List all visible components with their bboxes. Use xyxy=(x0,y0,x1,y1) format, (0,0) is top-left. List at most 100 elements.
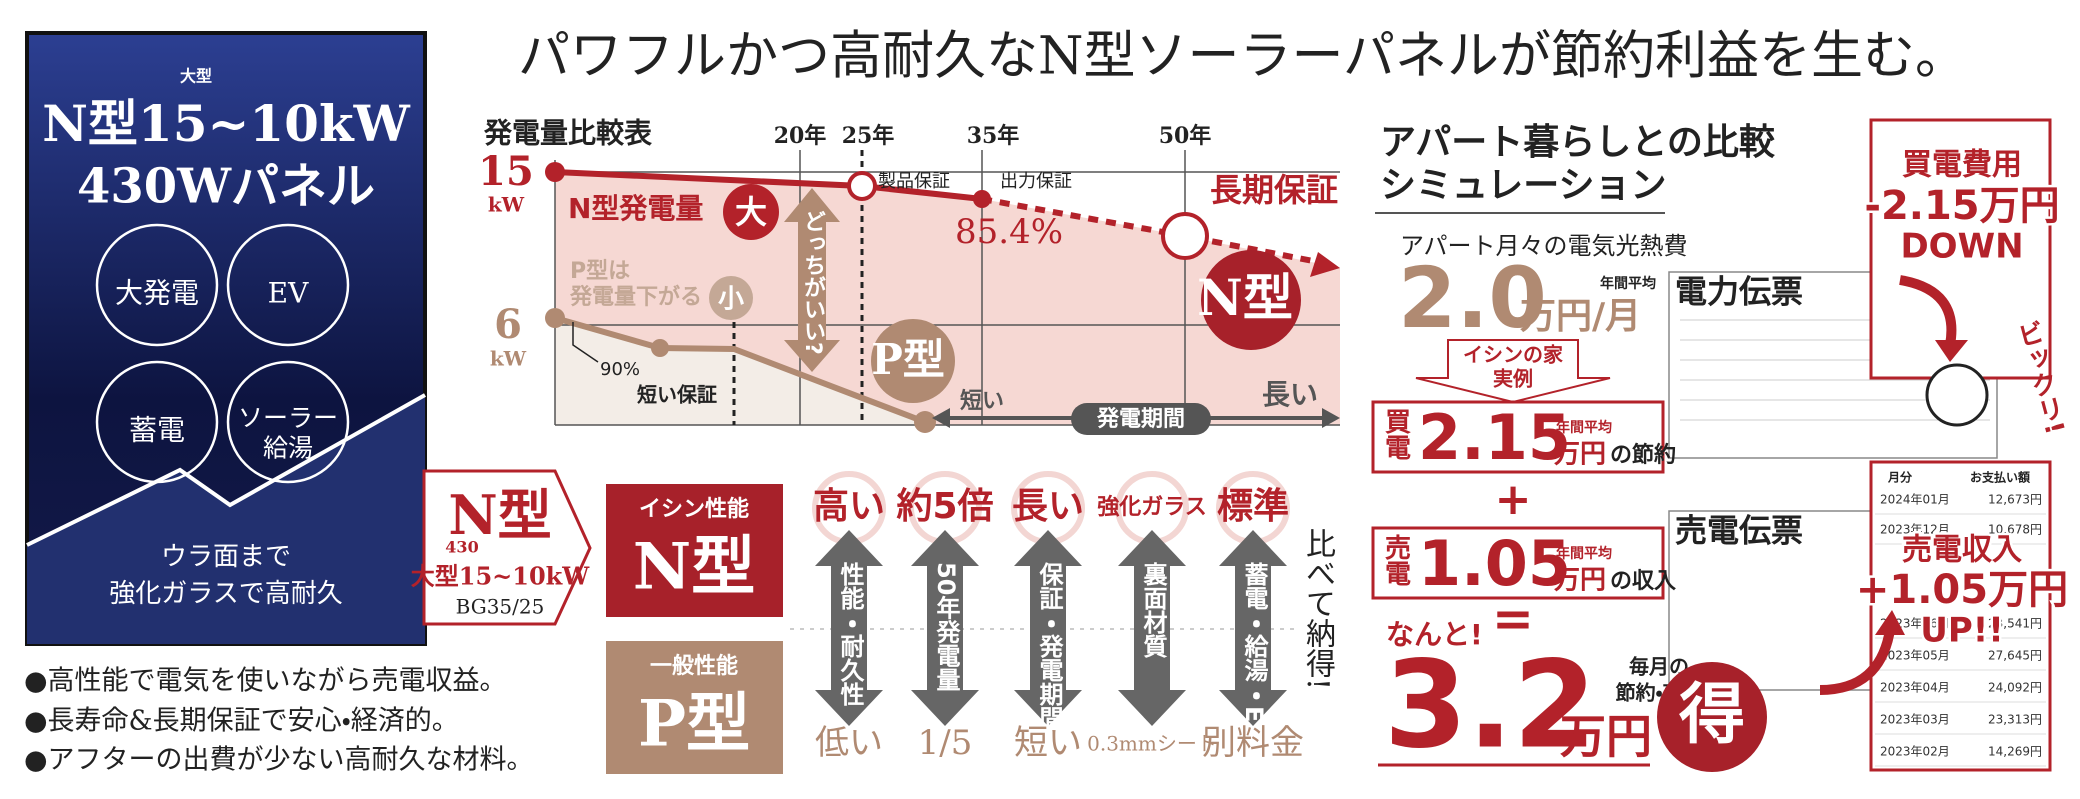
buy-box xyxy=(1371,400,1665,474)
p-badge: 小 xyxy=(718,285,744,315)
receipt-amount: 24,092円 xyxy=(1988,681,2042,695)
receipt-month: 2023年12月 xyxy=(1880,523,1950,537)
page-title: パワフルかつ高耐久なN型ソーラーパネルが節約利益を生む。 xyxy=(518,27,1967,87)
badge-type: N型 xyxy=(448,483,551,547)
sell-box xyxy=(1371,526,1665,600)
row-type: N型 xyxy=(633,530,756,605)
bullet: ●高性能で電気を使いながら売電収益。 xyxy=(24,666,507,697)
y-label: 15 xyxy=(478,148,534,195)
simulation: 電力伝票 買電費用 -2.15万円 DOWN ビックリ! 売電伝票 月分 お支払い… xyxy=(1371,118,2071,776)
annotation: 製品保証 xyxy=(878,171,950,192)
sell-income: UP!! xyxy=(1920,611,2004,651)
receipt-month: 2023年02月 xyxy=(1880,745,1950,759)
p-line xyxy=(554,315,927,425)
bullet: ●アフターの出費が少ない高耐久な材料。 xyxy=(24,745,534,776)
sim-title: アパート暮らしとの比較 xyxy=(1380,121,1776,163)
sell-suffix: の収入 xyxy=(1610,569,1676,594)
chart: 発電量比較表 20年 25年 35年 50年 15 kW 6 kW N型発電量 … xyxy=(478,117,1340,435)
model: N型15~10kW xyxy=(42,94,410,153)
receipt-month: 2023年05月 xyxy=(1880,649,1950,663)
p-percent: 90% xyxy=(600,359,640,380)
n-arrow xyxy=(1310,252,1340,277)
y-unit: kW xyxy=(488,193,525,217)
buy-cost: -2.15万円 xyxy=(1864,183,2059,229)
badge xyxy=(723,184,779,240)
size-label: 大型 xyxy=(180,67,212,86)
col-top: 約5倍 xyxy=(896,486,993,527)
receipt-amount: 12,673円 xyxy=(1988,493,2042,507)
curve-arrow xyxy=(1899,275,1957,346)
buy-value: 2.15 xyxy=(1418,401,1571,474)
total-value: 3.2 xyxy=(1384,637,1597,776)
short-warranty: 短い保証 xyxy=(637,383,717,407)
feature-circle xyxy=(95,223,219,347)
face xyxy=(1925,363,1989,427)
receipt-month: 2023年04月 xyxy=(1880,681,1950,695)
n-circle xyxy=(1201,250,1301,350)
n-label: N型発電量 xyxy=(568,192,703,225)
long: 長い xyxy=(1262,378,1318,411)
col-label: 50年発電量 xyxy=(932,562,961,692)
gain: 得 xyxy=(1679,675,1745,753)
equals: = xyxy=(1492,590,1534,648)
badge-size: 大型15~10kW xyxy=(411,562,591,591)
arrow-head xyxy=(932,408,950,428)
wow: なんと! xyxy=(1386,618,1483,651)
badge-frame xyxy=(422,469,592,626)
feature: EV xyxy=(268,277,309,310)
col-bottom: 低い xyxy=(815,723,883,763)
period: 発電期間 xyxy=(1096,407,1185,432)
receipt-amount: 23,541円 xyxy=(1988,617,2042,631)
sell-value: 1.05 xyxy=(1418,527,1571,600)
y-unit: kW xyxy=(490,347,527,371)
wattage: 430Wパネル xyxy=(77,159,375,215)
receipt-header: お支払い額 xyxy=(1970,470,2031,485)
col-top: 長い xyxy=(1012,486,1084,527)
badge-watt: 430 xyxy=(445,538,478,557)
feature: 給湯 xyxy=(263,434,313,463)
receipt-table: 月分 お支払い額 2024年01月 12,673円 2023年12月 10,678円 202… xyxy=(1875,470,2046,767)
curve-arrow xyxy=(1819,629,1895,695)
col-label: 蓄電・給湯・EV xyxy=(1240,562,1269,741)
year: 20年 xyxy=(774,123,827,149)
chart-title: 発電量比較表 xyxy=(483,117,653,150)
annual-avg: 年間平均 xyxy=(1600,275,1656,292)
apartment-unit: 万円/月 xyxy=(1520,296,1641,337)
receipt-header: 月分 xyxy=(1887,470,1913,485)
feature-circles xyxy=(95,223,350,484)
p-type: P型 xyxy=(871,335,945,384)
col-top: 強化ガラス xyxy=(1097,494,1207,520)
col-bottom: 0.3mmシート xyxy=(1087,732,1217,756)
receipt-month: 2024年01月 xyxy=(1880,493,1950,507)
feature-circle xyxy=(226,223,350,347)
panel-cells xyxy=(27,395,425,644)
example: 実例 xyxy=(1493,367,1533,391)
point xyxy=(545,308,565,328)
n-type: N型 xyxy=(1197,268,1293,327)
buy-note: 年間平均 xyxy=(1556,419,1612,436)
period-pill xyxy=(1071,403,1211,435)
badge-model: BG35/25 xyxy=(456,595,545,619)
feature-circle xyxy=(226,360,350,484)
annotation: 出力保証 xyxy=(1000,171,1072,192)
row-n xyxy=(606,484,783,617)
question-arrow xyxy=(784,188,840,372)
n-percent: 85.4% xyxy=(955,212,1063,252)
panel: 大型 N型15~10kW 430Wパネル 大発電 EV 蓄電 ソーラー 給湯 ウ… xyxy=(25,31,427,646)
row-type: P型 xyxy=(638,687,750,762)
badge xyxy=(709,276,753,320)
sell-income: +1.05万円 xyxy=(1856,567,2068,613)
p-label: P型は xyxy=(570,259,630,284)
col-label: 保証・発電期間 xyxy=(1035,562,1064,731)
n-badge: 大 xyxy=(735,193,767,231)
col-bottom: 別料金 xyxy=(1202,723,1304,763)
point xyxy=(545,162,565,182)
sell-slip xyxy=(1668,510,1872,691)
buy-unit: 万円 xyxy=(1554,440,1606,470)
col-arrow xyxy=(815,530,883,726)
point xyxy=(914,411,936,433)
plus: + xyxy=(1495,474,1532,525)
apartment-value: 2.0 xyxy=(1398,249,1547,347)
